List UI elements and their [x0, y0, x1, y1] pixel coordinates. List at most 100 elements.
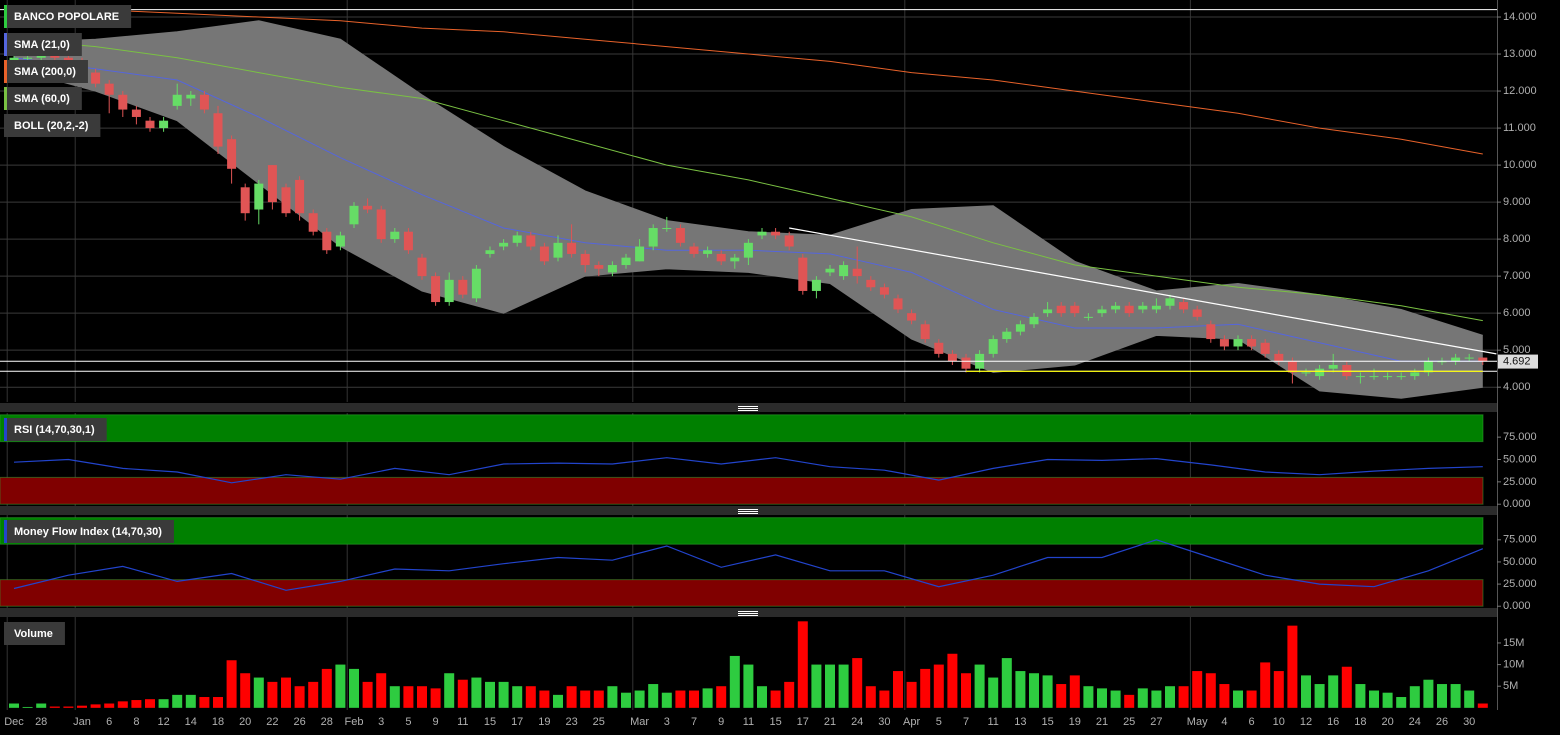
x-tick-label: 21: [1096, 716, 1108, 728]
threshold-zone: [0, 517, 1484, 545]
candle-body: [553, 242, 563, 258]
candle-body: [512, 235, 522, 243]
volume-bar: [743, 664, 754, 708]
volume-bar: [444, 673, 455, 708]
legend-swatch: [4, 87, 7, 110]
volume-bar: [90, 704, 101, 708]
volume-bar: [553, 694, 563, 708]
candle-body: [1260, 342, 1270, 354]
x-tick-label: 3: [378, 716, 384, 728]
data-layer: [0, 5, 1497, 708]
volume-bar: [145, 699, 155, 708]
candle-body: [1111, 305, 1121, 310]
candle-body: [91, 72, 101, 84]
volume-bar: [906, 681, 917, 708]
volume-bar: [1355, 684, 1366, 708]
x-tick-label: 30: [878, 716, 890, 728]
legend-box: [4, 114, 101, 137]
x-tick-label: 7: [963, 716, 969, 728]
legend-swatch: [4, 60, 7, 83]
legend-label: BANCO POPOLARE: [14, 11, 119, 23]
volume-bar: [417, 686, 427, 708]
volume-bar: [1001, 658, 1012, 708]
candle-body: [662, 228, 672, 230]
candle-body: [23, 57, 33, 59]
x-tick-label: 25: [1123, 716, 1135, 728]
volume-bar: [1042, 675, 1053, 708]
x-tick-label: 17: [797, 716, 809, 728]
candle-body: [390, 231, 400, 240]
y-tick-label: 5M: [1503, 680, 1518, 692]
candle-body: [811, 279, 821, 291]
drawn-line: [789, 227, 1497, 355]
volume-bar: [321, 668, 332, 708]
x-tick-label: Jan: [73, 716, 91, 728]
candle-body: [118, 94, 128, 110]
x-tick-label: 3: [664, 716, 670, 728]
candle-body: [771, 231, 781, 236]
volume-bar: [1110, 690, 1121, 708]
candle-body: [607, 265, 617, 273]
volume-bar: [1477, 703, 1488, 708]
y-tick-label: 8.000: [1503, 233, 1531, 245]
y-tick-label: 10M: [1503, 658, 1524, 670]
candle-body: [757, 231, 767, 236]
last-price-tag: [1498, 354, 1538, 369]
volume-bar: [1260, 662, 1271, 708]
volume-bar: [1097, 688, 1107, 708]
resize-grip[interactable]: [738, 406, 758, 616]
legend-box: [4, 60, 88, 83]
volume-bar: [185, 694, 196, 708]
legend-label: BOLL (20,2,-2): [14, 120, 89, 132]
volume-bar: [335, 664, 346, 708]
x-tick-label: 15: [769, 716, 781, 728]
candle-body: [594, 265, 604, 269]
candle-body: [580, 253, 590, 266]
candle-body: [1219, 339, 1229, 347]
candle-body: [199, 94, 209, 110]
volume-bar: [621, 692, 631, 708]
volume-bar: [580, 690, 591, 708]
x-tick-label: 12: [157, 716, 169, 728]
volume-bar: [471, 677, 482, 708]
candle-body: [1355, 376, 1365, 378]
volume-bar: [811, 664, 822, 708]
legend-label: SMA (21,0): [14, 39, 70, 51]
candle-body: [1179, 302, 1189, 310]
volume-bar: [566, 686, 577, 708]
volume-bar: [49, 706, 60, 708]
candle-body: [1043, 309, 1053, 314]
candle-body: [798, 257, 808, 291]
volume-bar: [702, 688, 713, 708]
x-tick-label: May: [1187, 716, 1208, 728]
volume-bar: [1382, 692, 1393, 708]
legend-label: SMA (60,0): [14, 93, 70, 105]
x-tick-label: 9: [433, 716, 439, 728]
candle-body: [1383, 376, 1393, 378]
volume-bar: [199, 697, 210, 708]
volume-bar: [1151, 690, 1162, 708]
candle-body: [322, 231, 332, 251]
volume-bar: [1069, 675, 1080, 708]
volume-bar: [77, 705, 87, 708]
x-tick-label: 28: [321, 716, 333, 728]
volume-bar: [1233, 690, 1243, 708]
threshold-zone: [0, 579, 1484, 607]
volume-bar: [389, 686, 400, 708]
candle-body: [784, 235, 794, 247]
volume-bar: [797, 621, 808, 708]
candle-body: [988, 339, 998, 354]
volume-bar: [36, 703, 47, 708]
y-tick-label: 50.000: [1503, 556, 1537, 568]
legend-label: SMA (200,0): [14, 66, 76, 78]
candle-body: [703, 250, 713, 254]
volume-bar: [607, 686, 618, 708]
volume-bar: [634, 690, 645, 708]
candle-body: [1124, 305, 1134, 314]
volume-bar: [498, 681, 509, 708]
volume-bar: [1409, 686, 1420, 708]
y-tick-label: 0.000: [1503, 498, 1531, 510]
candle-body: [567, 242, 577, 254]
candle-body: [363, 205, 373, 210]
volume-bar: [988, 677, 999, 708]
